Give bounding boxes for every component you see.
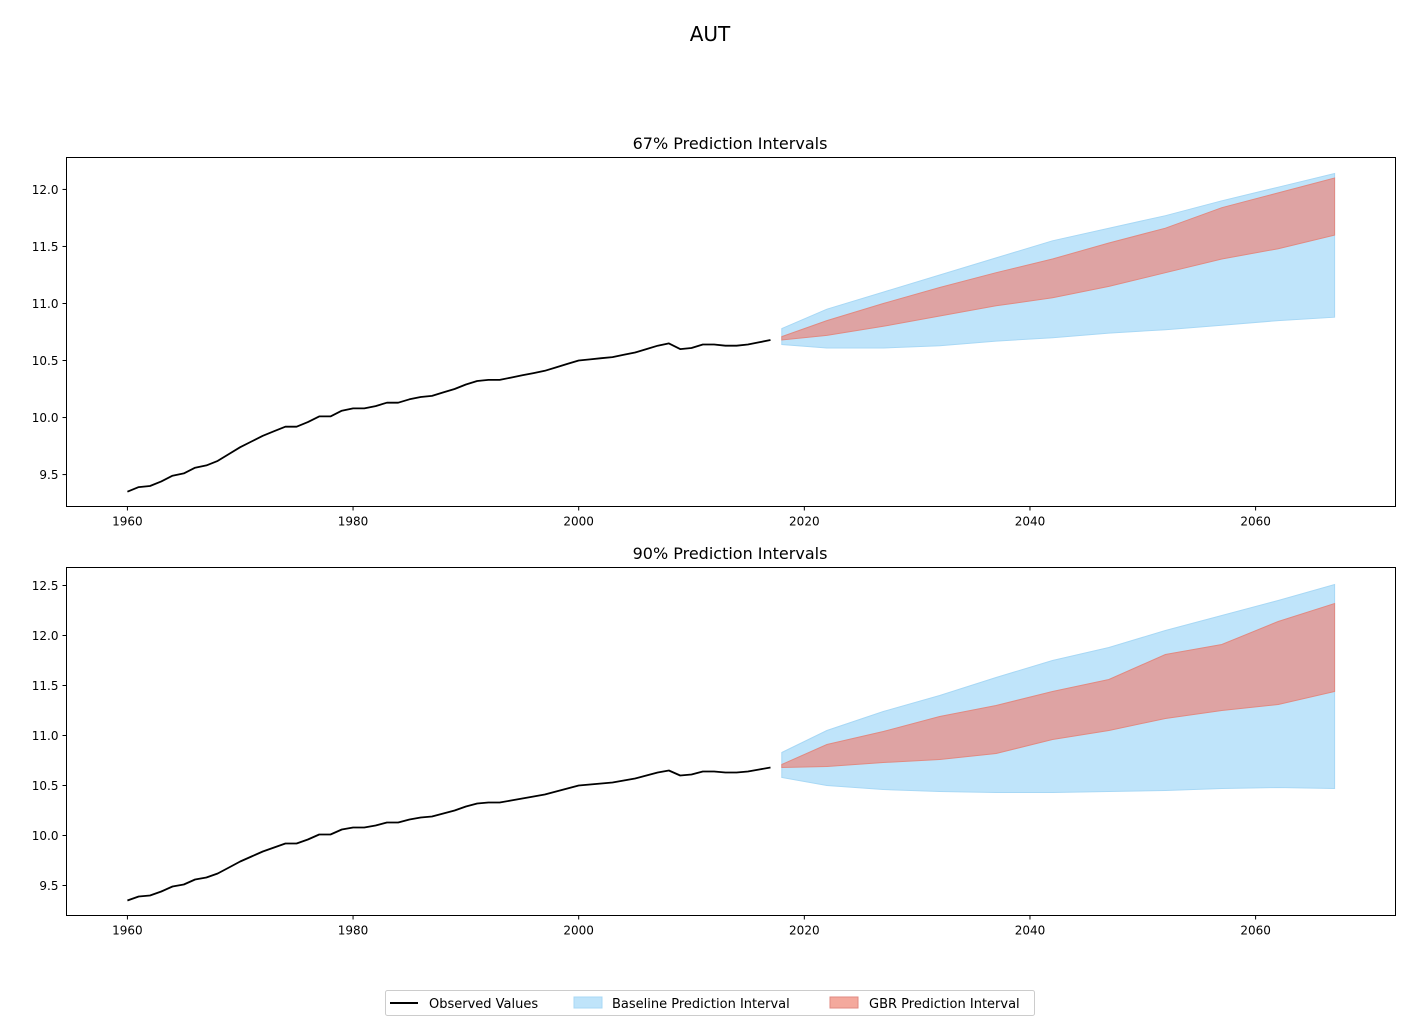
axes-frame [66,157,1396,507]
x-tick-label: 1960 [112,924,143,938]
y-tick-label: 12.0 [32,629,59,643]
y-tick-label: 9.5 [39,879,58,893]
x-tick-label: 2060 [1240,515,1271,529]
y-tick-label: 10.5 [32,779,59,793]
x-tick-label: 1960 [112,515,143,529]
y-tick-label: 12.0 [32,183,59,197]
panel-90-percent: 90% Prediction Intervals 1960 1980 2000 202… [32,544,1396,938]
axes: 1960 1980 2000 2020 2040 2060 9.5 10.0 10.5 11.0 1… [32,567,1396,938]
legend-frame [385,990,1035,1016]
legend-label-gbr: GBR Prediction Interval [869,997,1020,1012]
x-tick-label: 1980 [338,924,369,938]
y-tick-label: 10.0 [32,411,59,425]
legend-label-baseline: Baseline Prediction Interval [612,997,790,1012]
x-tick-label: 2040 [1015,924,1046,938]
y-tick-label: 11.5 [32,679,59,693]
legend-swatch-gbr [829,996,859,1009]
legend: Observed Values Baseline Prediction Inte… [385,990,1035,1016]
legend-swatch-baseline [573,996,603,1009]
plot-area [127,172,1336,493]
y-tick-label: 10.5 [32,354,59,368]
y-tick-label: 11.5 [32,240,59,254]
gbr-interval-band [781,177,1336,341]
x-tick-label: 2020 [789,924,820,938]
x-tick-label: 2000 [563,515,594,529]
axes-frame [66,567,1396,916]
panel-title: 90% Prediction Intervals [633,544,828,563]
figure-title: AUT [690,22,731,46]
observed-values-line [127,766,771,902]
y-tick-label: 11.0 [32,297,59,311]
legend-label-observed: Observed Values [429,997,538,1012]
observed-values-line [127,339,771,493]
y-tick-label: 11.0 [32,729,59,743]
y-tick-label: 9.5 [39,468,58,482]
y-tick-label: 12.5 [32,579,59,593]
x-tick-label: 2040 [1015,515,1046,529]
axes: 1960 1980 2000 2020 2040 2060 9.5 10.0 10.5 11.0 1… [32,157,1396,529]
gbr-interval-band [781,602,1336,769]
x-tick-label: 2060 [1240,924,1271,938]
panel-67-percent: 67% Prediction Intervals 1960 1980 2000 202… [32,134,1396,529]
plot-area [127,583,1336,902]
panel-title: 67% Prediction Intervals [633,134,828,153]
x-tick-label: 2020 [789,515,820,529]
x-tick-label: 1980 [338,515,369,529]
x-tick-label: 2000 [563,924,594,938]
y-tick-label: 10.0 [32,829,59,843]
